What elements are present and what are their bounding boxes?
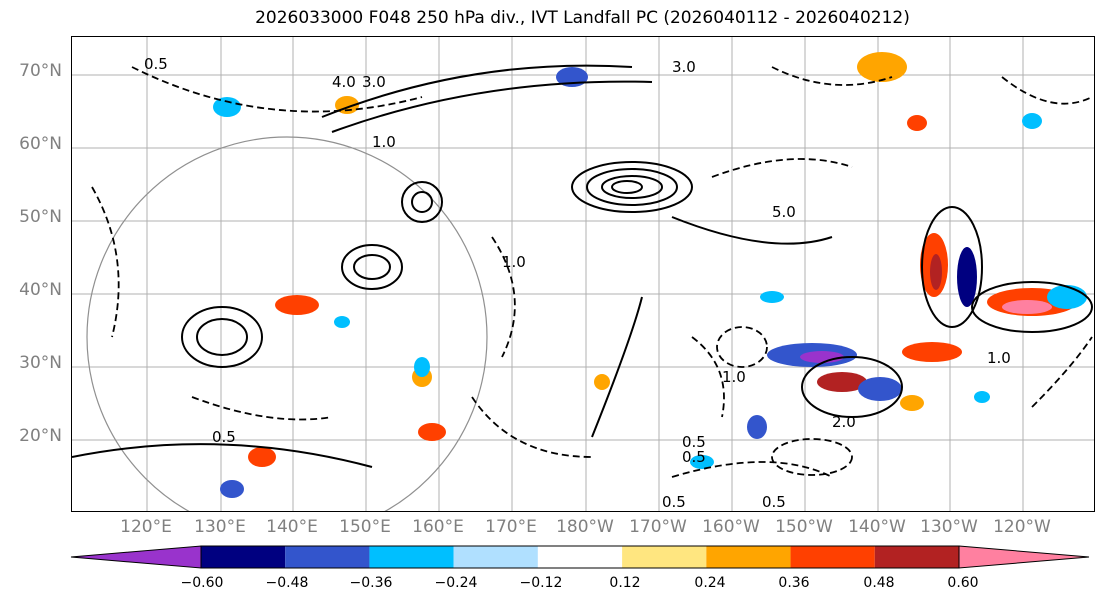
colorbar-tick: −0.60 (180, 575, 224, 591)
colorbar-cell (706, 546, 791, 568)
colorbar-cell (369, 546, 454, 568)
colorbar-tick: −0.24 (434, 575, 478, 591)
lon-label-130e: 130°E (194, 517, 246, 537)
contour-label: 1.0 (372, 133, 396, 151)
colorbar-tick: −0.48 (265, 575, 309, 591)
colorbar-tick: 0.60 (947, 575, 979, 591)
dashed-contours (91, 66, 1093, 478)
contour-label: 1.0 (502, 253, 526, 271)
contour-label: 3.0 (362, 73, 386, 91)
lon-label-160w: 160°W (702, 517, 760, 537)
map-canvas: 0.5 4.0 3.0 3.0 0.5 1.0 2.0 0.5 0.5 0.5 … (72, 37, 1094, 511)
solid-contours (72, 64, 1093, 468)
lon-label-130w: 130°W (920, 517, 978, 537)
lon-label-150e: 150°E (339, 517, 391, 537)
map-panel: 0.5 4.0 3.0 3.0 0.5 1.0 2.0 0.5 0.5 0.5 … (71, 36, 1095, 512)
colorbar-cell-extend-low (70, 545, 202, 569)
contour-label: 0.5 (682, 433, 706, 451)
contour-label: 0.5 (682, 448, 706, 466)
contour-label: 0.5 (144, 55, 168, 73)
contour-label: 1.0 (722, 368, 746, 386)
contour-label: 3.0 (672, 58, 696, 76)
contour-label: 0.5 (762, 493, 786, 511)
lon-label-140w: 140°W (848, 517, 906, 537)
colorbar-tick: 0.48 (863, 575, 895, 591)
colorbar-tick: 0.12 (609, 575, 641, 591)
contour-label: 0.5 (212, 428, 236, 446)
range-circle (86, 136, 488, 511)
colorbar-cell (285, 546, 370, 568)
lon-label-160e: 160°E (412, 517, 464, 537)
contour-label: 0.5 (662, 493, 686, 511)
lon-label-150w: 150°W (775, 517, 833, 537)
lon-label-120w: 120°W (993, 517, 1051, 537)
lat-label-40n: 40°N (19, 280, 62, 300)
contour-label: 4.0 (332, 73, 356, 91)
colorbar-cell (453, 546, 538, 568)
contour-labels: 0.5 4.0 3.0 3.0 0.5 1.0 2.0 0.5 0.5 0.5 … (144, 55, 1011, 511)
gridlines (72, 37, 1094, 511)
lat-label-70n: 70°N (19, 61, 62, 81)
chart-title: 2026033000 F048 250 hPa div., IVT Landfa… (255, 8, 910, 28)
colorbar-tick: 0.24 (694, 575, 726, 591)
colorbar-svg (70, 545, 1090, 569)
colorbar-cell (790, 546, 875, 568)
colorbar (60, 544, 1100, 576)
lat-label-50n: 50°N (19, 207, 62, 227)
lat-label-60n: 60°N (19, 134, 62, 154)
colorbar-outline (200, 545, 960, 569)
contour-label: 2.0 (832, 413, 856, 431)
lon-label-120e: 120°E (120, 517, 172, 537)
colorbar-cell (874, 546, 959, 568)
colorbar-tick: −0.12 (519, 575, 563, 591)
lon-label-170w: 170°W (629, 517, 687, 537)
lat-label-30n: 30°N (19, 353, 62, 373)
contour-label: 5.0 (772, 203, 796, 221)
lon-label-140e: 140°E (266, 517, 318, 537)
lon-label-180w: 180°W (556, 517, 614, 537)
colorbar-tick: 0.36 (778, 575, 810, 591)
colorbar-cell-extend-high (958, 545, 1090, 569)
colorbar-cell (537, 546, 623, 568)
colorbar-tick: −0.36 (349, 575, 393, 591)
colorbar-cell (622, 546, 707, 568)
lon-label-170e: 170°E (485, 517, 537, 537)
lat-label-20n: 20°N (19, 426, 62, 446)
colorbar-cell (201, 546, 286, 568)
contour-label: 1.0 (987, 349, 1011, 367)
